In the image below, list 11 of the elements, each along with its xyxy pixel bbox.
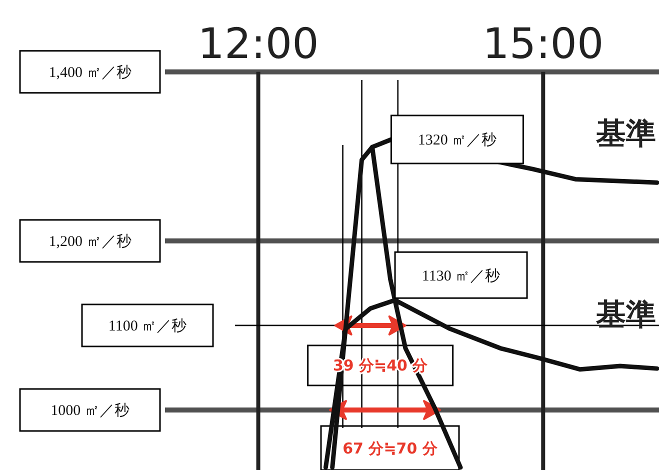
annotation: 1320 ㎡／秒 (418, 132, 497, 149)
x-tick-label: 12:00 (198, 19, 319, 68)
y-tick-label: 1000 ㎡／秒 (50, 402, 130, 420)
x-tick-label: 15:00 (482, 19, 604, 68)
ref-line-label: 1100 ㎡／秒 (108, 318, 187, 335)
y-tick-label: 1,400 ㎡／秒 (48, 64, 132, 82)
annotation: 基準 (595, 298, 656, 332)
annotation: 1130 ㎡／秒 (422, 267, 500, 284)
y-tick-label: 1,200 ㎡／秒 (48, 233, 132, 250)
annotation: 67 分≒70 分 (342, 439, 438, 458)
annotation: 基準 (595, 116, 656, 152)
